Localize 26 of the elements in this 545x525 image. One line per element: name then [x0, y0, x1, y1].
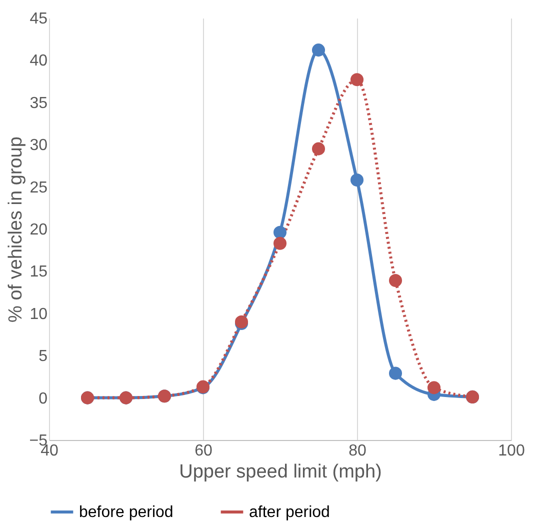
y-tick-label: 25 — [30, 179, 48, 196]
legend-label: before period — [79, 504, 174, 521]
x-tick-label: 80 — [348, 442, 366, 460]
point — [427, 381, 441, 394]
y-tick-label: 40 — [30, 52, 48, 70]
point — [350, 174, 364, 187]
y-tick-label: 15 — [30, 264, 48, 281]
y-tick-label: 20 — [30, 222, 48, 238]
point — [388, 366, 402, 380]
y-axis-title: % of vehicles in group — [5, 136, 26, 322]
y-tick-label: 45 — [30, 10, 48, 28]
y-tick-label: 30 — [30, 137, 48, 154]
point — [273, 226, 287, 239]
point — [312, 44, 326, 57]
x-axis-title: Upper speed limit (mph) — [179, 462, 382, 482]
point — [350, 73, 364, 86]
y-tick-label: 35 — [30, 94, 48, 112]
point — [273, 236, 287, 250]
y-tick-label: 10 — [30, 306, 48, 323]
point — [312, 142, 326, 156]
y-tick-label: 5 — [38, 348, 48, 366]
y-tick-label: 0 — [38, 390, 48, 408]
point — [388, 274, 402, 287]
x-tick-label: 60 — [194, 442, 212, 460]
x-tick-label: 100 — [498, 442, 525, 460]
legend-label: after period — [249, 504, 330, 521]
